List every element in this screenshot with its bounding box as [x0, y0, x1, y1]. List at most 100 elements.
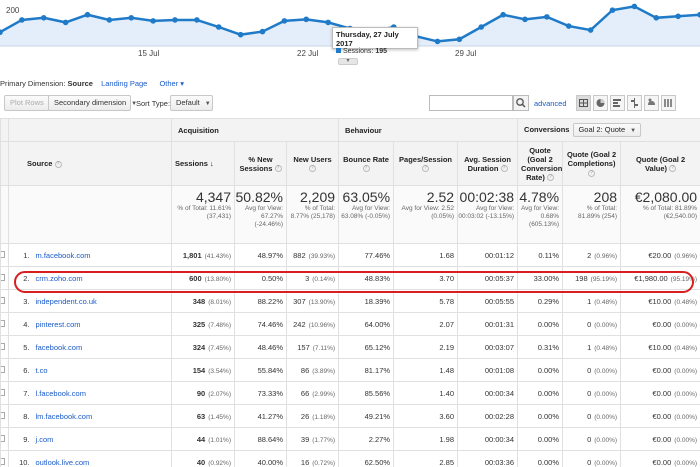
sessions-pct: (0.92%) [208, 459, 231, 467]
bounce-rate-column-header[interactable]: Bounce Rate ? [338, 141, 395, 186]
source-link[interactable]: m.facebook.com [35, 250, 91, 260]
row-checkbox[interactable] [1, 319, 5, 327]
row-checkbox-cell[interactable] [0, 266, 9, 290]
row-checkbox[interactable] [1, 273, 5, 281]
chart-point-4[interactable] [84, 11, 91, 18]
source-link[interactable]: l.facebook.com [35, 388, 86, 398]
row-checkbox-cell[interactable] [0, 404, 9, 428]
chart-point-10[interactable] [215, 24, 222, 30]
help-icon[interactable]: ? [422, 165, 430, 173]
conv-rate-column-header[interactable]: Quote (Goal 2 Conversion Rate) ? [517, 141, 564, 186]
help-icon[interactable]: ? [362, 165, 370, 173]
chart-point-30[interactable] [653, 14, 660, 21]
row-checkbox[interactable] [1, 365, 5, 373]
row-checkbox[interactable] [1, 388, 5, 396]
chart-point-24[interactable] [522, 16, 528, 23]
row-checkbox[interactable] [1, 250, 5, 258]
source-column-header[interactable]: Source ? [8, 141, 172, 186]
chart-point-5[interactable] [106, 17, 113, 23]
row-checkbox-cell[interactable] [0, 381, 9, 405]
goal-value-column-header[interactable]: Quote (Goal 2 Value) ? [620, 141, 700, 186]
row-checkbox-cell[interactable] [0, 243, 9, 267]
chart-point-32[interactable] [697, 11, 700, 18]
source-link[interactable]: lm.facebook.com [35, 411, 93, 421]
new-users-column-header[interactable]: New Users ? [285, 141, 340, 186]
goal-select-dropdown[interactable]: Goal 2: Quote ▼ [573, 123, 642, 137]
chart-point-2[interactable] [40, 14, 47, 21]
row-checkbox-cell[interactable] [0, 335, 9, 359]
row-checkbox-cell[interactable] [0, 358, 9, 382]
total-note: % of Total: 81.89% (€2,540.00) [642, 205, 698, 220]
chart-point-1[interactable] [19, 17, 25, 23]
chart-point-0[interactable] [0, 29, 3, 36]
chart-point-20[interactable] [434, 38, 441, 45]
source-link[interactable]: j.com [35, 434, 54, 444]
chart-point-21[interactable] [456, 36, 463, 43]
row-completions: 2 (0.96%) [562, 243, 622, 267]
chart-point-27[interactable] [587, 27, 594, 33]
chart-point-31[interactable] [675, 13, 681, 20]
chart-point-22[interactable] [478, 24, 485, 30]
row-checkbox-cell[interactable] [0, 312, 9, 336]
pivot-view-icon[interactable] [661, 95, 676, 111]
chart-point-26[interactable] [565, 23, 572, 29]
plot-rows-button[interactable]: Plot Rows [4, 95, 50, 111]
chart-point-28[interactable] [609, 7, 616, 13]
source-link[interactable]: crm.zoho.com [35, 273, 83, 283]
advanced-filter-link[interactable]: advanced [534, 99, 567, 108]
chart-point-9[interactable] [194, 17, 200, 23]
secondary-dimension-dropdown[interactable]: Secondary dimension ▼ [48, 95, 137, 111]
source-link[interactable]: independent.co.uk [35, 296, 97, 306]
avg-duration-column-header[interactable]: Avg. Session Duration ? [457, 141, 519, 186]
table-row: 10. outlook.live.com 40 (0.92%) 40.00% 16… [0, 450, 700, 467]
chart-point-13[interactable] [281, 18, 288, 24]
search-button[interactable] [513, 95, 529, 111]
sort-type-dropdown[interactable]: Default ▼ [170, 95, 213, 111]
row-checkbox[interactable] [1, 296, 5, 304]
help-icon[interactable]: ? [588, 169, 596, 177]
completions-column-header[interactable]: Quote (Goal 2 Completions) ? [562, 141, 622, 186]
chart-expand-handle[interactable]: ▾ [338, 58, 358, 65]
chart-point-15[interactable] [325, 19, 331, 26]
new-sessions-column-header[interactable]: % New Sessions ? [234, 141, 287, 186]
dimension-other-link[interactable]: Other ▾ [159, 79, 185, 88]
source-link[interactable]: facebook.com [35, 342, 83, 352]
chart-point-3[interactable] [62, 19, 69, 26]
performance-view-icon[interactable] [610, 95, 625, 111]
help-icon[interactable]: ? [54, 160, 62, 168]
row-checkbox[interactable] [1, 434, 5, 442]
chart-point-8[interactable] [172, 17, 178, 23]
chart-point-7[interactable] [150, 18, 156, 24]
chart-point-11[interactable] [237, 31, 244, 38]
source-link[interactable]: t.co [35, 365, 48, 375]
chart-point-23[interactable] [500, 11, 506, 18]
row-checkbox-cell[interactable] [0, 289, 9, 313]
help-icon[interactable]: ? [309, 165, 317, 173]
table-search-input[interactable] [429, 95, 513, 111]
row-checkbox-cell[interactable] [0, 427, 9, 451]
row-checkbox[interactable] [1, 411, 5, 419]
goal-value: €0.00 [652, 365, 672, 375]
chart-point-12[interactable] [259, 28, 266, 35]
help-icon[interactable]: ? [274, 165, 282, 173]
help-icon[interactable]: ? [546, 174, 554, 182]
dimension-landing-page-link[interactable]: Landing Page [101, 79, 148, 88]
sessions-column-header[interactable]: Sessions ↓ [171, 141, 235, 186]
pages-session-column-header[interactable]: Pages/Session ? [393, 141, 459, 186]
table-view-icon[interactable] [576, 95, 591, 111]
source-link[interactable]: pinterest.com [35, 319, 81, 329]
pie-view-icon[interactable] [593, 95, 608, 111]
sessions-pct: (1.01%) [208, 436, 231, 444]
term-cloud-view-icon[interactable] [644, 95, 659, 111]
help-icon[interactable]: ? [500, 165, 508, 173]
chart-point-29[interactable] [631, 3, 638, 10]
row-checkbox[interactable] [1, 342, 5, 350]
comparison-view-icon[interactable] [627, 95, 642, 111]
help-icon[interactable]: ? [669, 165, 677, 173]
chart-point-6[interactable] [128, 14, 135, 21]
source-link[interactable]: outlook.live.com [35, 457, 90, 467]
row-checkbox-cell[interactable] [0, 450, 9, 467]
chart-point-14[interactable] [303, 16, 310, 23]
chart-point-25[interactable] [544, 14, 550, 20]
row-checkbox[interactable] [1, 457, 5, 465]
